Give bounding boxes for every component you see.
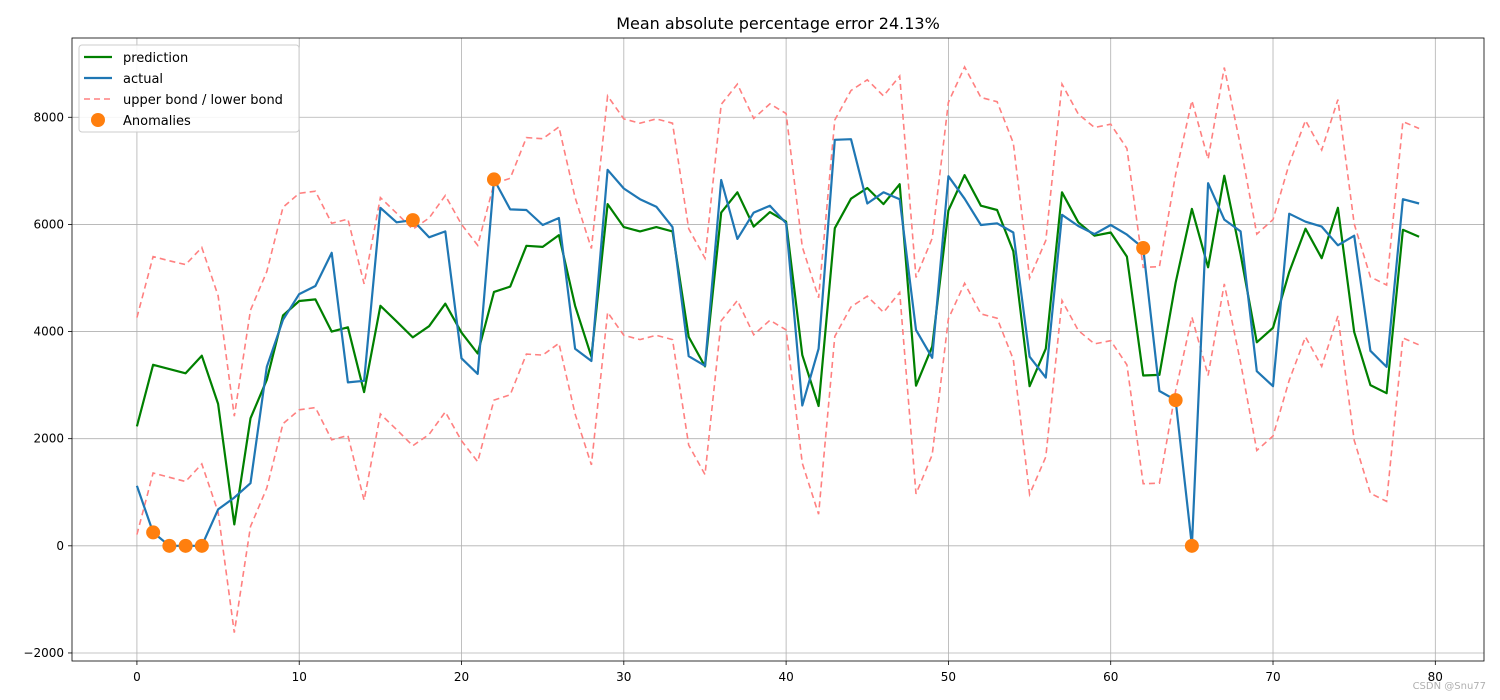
series-layer	[135, 65, 1420, 633]
legend: prediction actual upper bond / lower bond A…	[78, 44, 300, 133]
x-tick-label: 0	[133, 670, 141, 684]
x-tick-label: 40	[778, 670, 793, 684]
y-tick-label: 6000	[33, 217, 64, 231]
anomaly-point	[1136, 240, 1151, 255]
x-tick-label: 80	[1428, 670, 1443, 684]
legend-label: upper bond / lower bond	[123, 93, 283, 108]
upper-bond-line	[136, 65, 1420, 417]
legend-label: actual	[123, 72, 163, 87]
anomaly-point	[194, 538, 209, 553]
chart-title: Mean absolute percentage error 24.13%	[616, 14, 940, 33]
x-tick-label: 60	[1103, 670, 1118, 684]
x-tick-label: 30	[616, 670, 631, 684]
axes: 0 10 20 30 40 50 60 70 80 −2000 0 2000 4000 6000 8000	[23, 37, 1485, 684]
legend-label: prediction	[123, 51, 188, 66]
watermark: CSDN @Snu77	[1412, 681, 1486, 692]
actual-line	[135, 138, 1420, 547]
anomaly-point	[146, 525, 161, 540]
plot-frame	[71, 37, 1485, 662]
y-tick-label: −2000	[23, 646, 64, 660]
anomaly-point	[1168, 393, 1183, 408]
legend-box	[78, 44, 300, 133]
y-tick-label: 0	[56, 539, 64, 553]
prediction-line	[135, 174, 1420, 526]
y-tick-label: 8000	[33, 110, 64, 124]
lower-bond-line	[136, 281, 1420, 633]
x-tick-label: 10	[292, 670, 307, 684]
legend-label: Anomalies	[123, 114, 191, 129]
anomaly-point	[486, 172, 501, 187]
grid	[72, 38, 1484, 661]
anomaly-point	[162, 538, 177, 553]
x-tick-label: 50	[941, 670, 956, 684]
x-tick-label: 20	[454, 670, 469, 684]
y-tick-label: 4000	[33, 325, 64, 339]
anomaly-point	[178, 538, 193, 553]
legend-marker	[91, 113, 105, 127]
y-tick-label: 2000	[33, 432, 64, 446]
anomaly-point	[405, 213, 420, 228]
anomaly-point	[1184, 538, 1199, 553]
x-tick-label: 70	[1265, 670, 1280, 684]
